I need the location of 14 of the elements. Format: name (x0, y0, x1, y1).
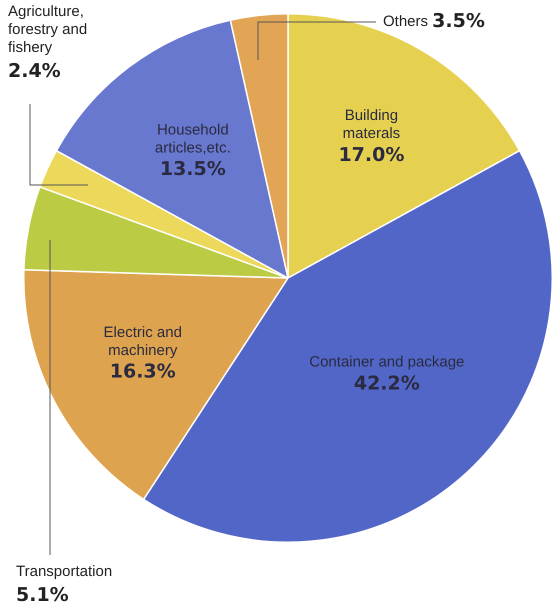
slice-label: Agriculture, forestry and fishery (8, 3, 88, 56)
slice-label: Electric and machinery (104, 324, 182, 359)
data-label: 42.2% (354, 372, 420, 395)
slice-label: Building materals (342, 107, 400, 142)
data-label: 2.4% (8, 60, 61, 82)
data-label: 16.3% (110, 360, 176, 383)
slice-label: Others (383, 13, 428, 30)
slice-label: Transportation (16, 563, 112, 580)
slice-label: Container and package (309, 354, 464, 371)
slice-label: Household articles,etc. (154, 121, 231, 156)
data-label: 13.5% (160, 158, 226, 180)
data-label: 3.5% (432, 10, 485, 32)
data-label: 5.1% (16, 584, 69, 606)
data-label: 17.0% (338, 144, 404, 166)
